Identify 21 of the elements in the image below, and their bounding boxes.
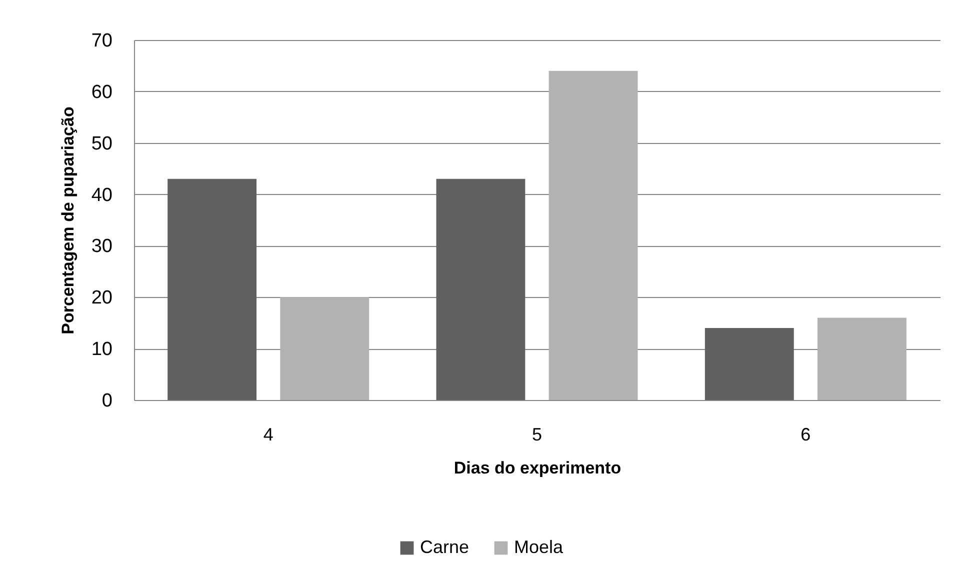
bar bbox=[280, 297, 370, 400]
y-tick-label: 40 bbox=[91, 184, 112, 206]
x-tick-label: 6 bbox=[800, 424, 811, 444]
y-tick-label: 0 bbox=[102, 390, 112, 412]
legend-label: Carne bbox=[420, 537, 470, 557]
y-tick-label: 50 bbox=[91, 133, 112, 154]
y-tick-label: 70 bbox=[91, 30, 112, 52]
x-tick-label: 4 bbox=[263, 424, 274, 444]
bar bbox=[704, 328, 794, 400]
x-tick-label: 5 bbox=[532, 424, 542, 444]
x-axis-title: Dias do experimento bbox=[454, 458, 622, 478]
y-tick-label: 60 bbox=[91, 82, 112, 103]
legend-label: Moela bbox=[514, 537, 564, 557]
y-tick-label: 20 bbox=[91, 288, 112, 309]
bar bbox=[548, 70, 638, 400]
y-tick-label: 30 bbox=[91, 236, 112, 258]
y-axis-title: Porcentagem de pupariação bbox=[58, 106, 78, 334]
bar bbox=[817, 318, 906, 400]
bar bbox=[168, 178, 257, 400]
y-tick-label: 10 bbox=[91, 339, 112, 360]
bar bbox=[436, 178, 526, 400]
